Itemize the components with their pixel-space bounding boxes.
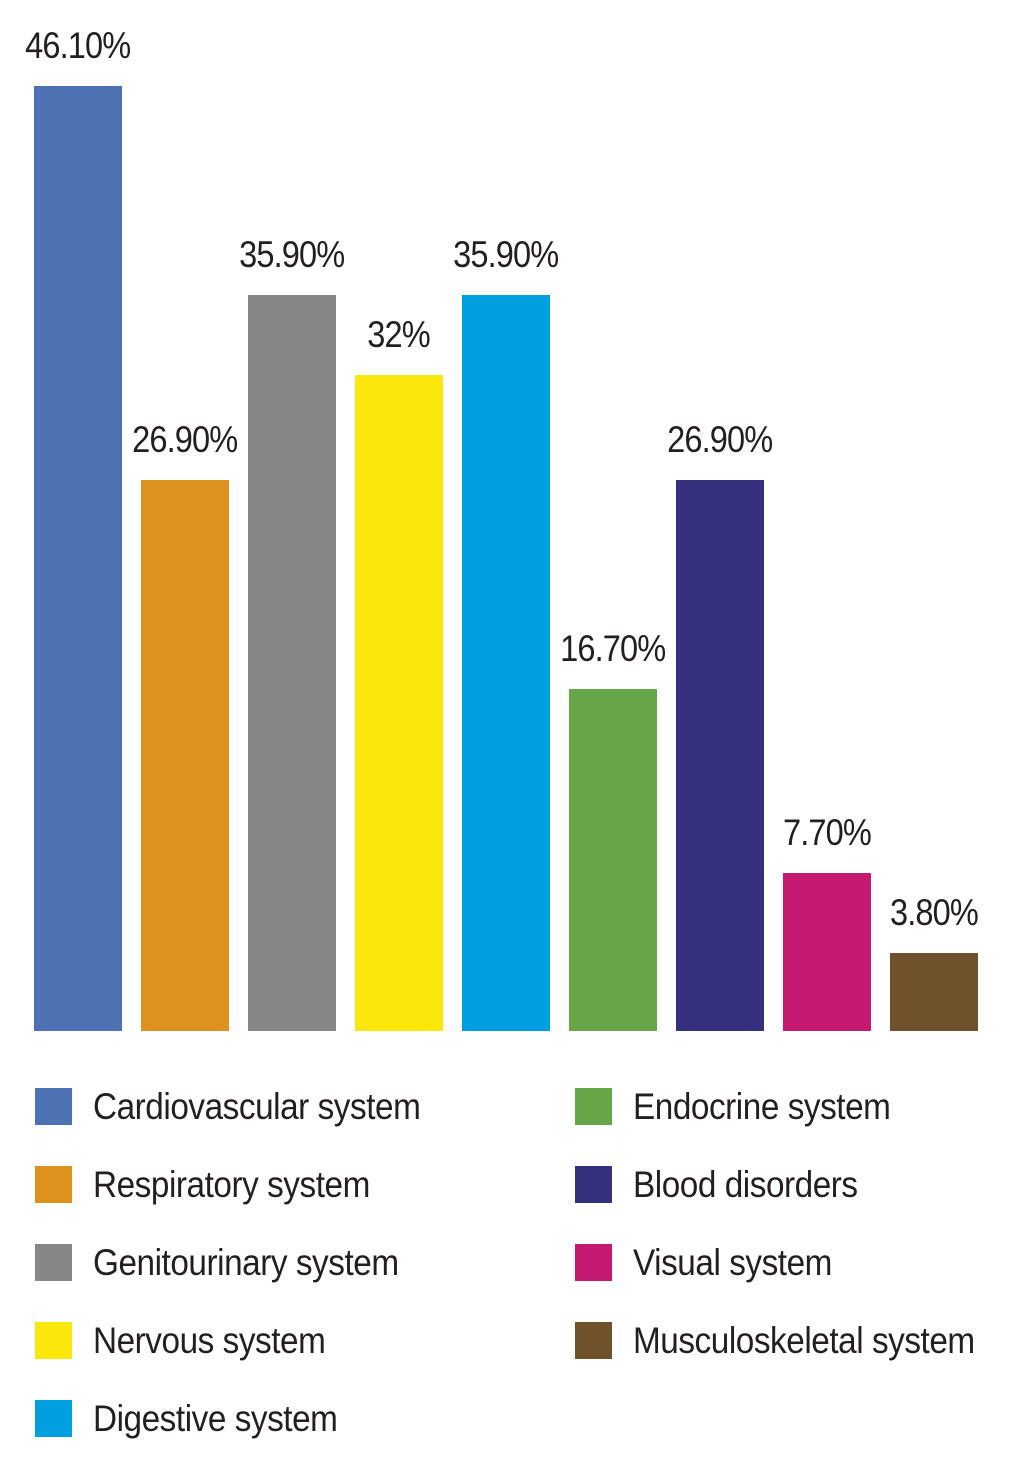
legend-label: Respiratory system [93,1164,370,1205]
legend-label: Blood disorders [633,1164,858,1205]
legend-item-blood-disorders: Blood disorders [575,1166,1013,1203]
legend-item-musculoskeletal-system: Musculoskeletal system [575,1322,1013,1359]
bar-column-blood-disorders: 26.90% [667,421,773,1031]
bar-column-visual-system: 7.70% [783,814,872,1031]
legend-column-2: Endocrine system Blood disorders Visual sy… [575,1088,1013,1437]
legend-item-respiratory-system: Respiratory system [35,1166,575,1203]
legend-label: Musculoskeletal system [633,1320,975,1361]
bar-value-label: 32% [363,316,434,353]
legend-label: Nervous system [93,1320,326,1361]
legend-swatch-icon [35,1244,72,1281]
bar-genitourinary-system [248,295,336,1031]
legend-item-cardiovascular-system: Cardiovascular system [35,1088,575,1125]
bar-value-text: 35.90% [453,234,559,275]
bar-value-label: 3.80% [884,894,984,931]
legend-label: Genitourinary system [93,1242,399,1283]
legend-item-digestive-system: Digestive system [35,1400,575,1437]
bar-column-genitourinary-system: 35.90% [239,236,345,1031]
legend-swatch-icon [35,1166,72,1203]
legend-swatch-icon [575,1088,612,1125]
bar-value-text: 26.90% [132,419,238,460]
legend: Cardiovascular system Respiratory system G… [35,1088,1013,1437]
legend-label: Endocrine system [633,1086,891,1127]
legend-label: Visual system [633,1242,832,1283]
bar-column-digestive-system: 35.90% [453,236,559,1031]
bar-musculoskeletal-system [890,953,978,1031]
legend-item-endocrine-system: Endocrine system [575,1088,1013,1125]
bar-value-text: 35.90% [239,234,345,275]
legend-column-1: Cardiovascular system Respiratory system G… [35,1088,575,1437]
bar-chart: 46.10% 26.90% 35.90% 32% 35.90% 16.70% 26.90% 7… [25,0,979,1031]
bar-value-label: 16.70% [553,630,673,667]
bar-column-endocrine-system: 16.70% [560,630,666,1031]
bar-column-respiratory-system: 26.90% [132,421,238,1031]
bar-value-label: 26.90% [125,421,245,458]
bar-value-text: 7.70% [783,812,872,853]
bar-value-text: 26.90% [667,419,773,460]
legend-swatch-icon [35,1322,72,1359]
bar-digestive-system [462,295,550,1031]
bar-value-text: 3.80% [890,892,979,933]
bar-column-musculoskeletal-system: 3.80% [890,894,979,1031]
legend-swatch-icon [35,1400,72,1437]
legend-item-nervous-system: Nervous system [35,1322,575,1359]
legend-swatch-icon [575,1322,612,1359]
bar-column-nervous-system: 32% [355,316,443,1031]
legend-label: Cardiovascular system [93,1086,421,1127]
bar-column-cardiovascular-system: 46.10% [25,27,131,1031]
bar-value-label: 35.90% [232,236,352,273]
legend-item-genitourinary-system: Genitourinary system [35,1244,575,1281]
bar-visual-system [783,873,871,1031]
bar-nervous-system [355,375,443,1031]
legend-swatch-icon [575,1244,612,1281]
bar-value-label: 26.90% [660,421,780,458]
bar-blood-disorders [676,480,764,1031]
legend-swatch-icon [575,1166,612,1203]
bar-value-label: 46.10% [18,27,138,64]
bar-value-label: 35.90% [446,236,566,273]
legend-swatch-icon [35,1088,72,1125]
bar-value-text: 46.10% [25,25,131,66]
legend-item-visual-system: Visual system [575,1244,1013,1281]
bar-value-label: 7.70% [777,814,877,851]
bar-endocrine-system [569,689,657,1031]
bar-respiratory-system [141,480,229,1031]
bar-value-text: 16.70% [560,628,666,669]
bar-cardiovascular-system [34,86,122,1031]
bar-value-text: 32% [367,314,431,355]
legend-label: Digestive system [93,1398,338,1439]
